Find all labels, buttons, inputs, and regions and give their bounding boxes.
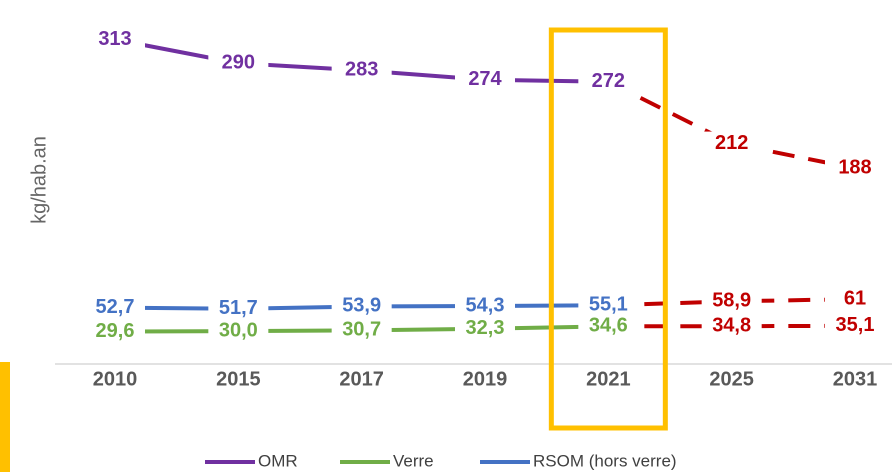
data-label: 34,6 bbox=[589, 315, 628, 337]
x-tick-label: 2021 bbox=[586, 368, 631, 390]
label-bg bbox=[208, 51, 269, 76]
highlight-box bbox=[548, 27, 668, 431]
label-bg bbox=[455, 316, 515, 341]
data-label: 54,3 bbox=[466, 294, 505, 316]
label-bg bbox=[825, 287, 885, 312]
data-label: 29,6 bbox=[96, 320, 135, 342]
data-label: 30,7 bbox=[342, 319, 381, 341]
data-label: 58,9 bbox=[712, 290, 751, 312]
label-bg bbox=[701, 289, 762, 314]
data-label: 34,8 bbox=[712, 314, 751, 336]
label-bg bbox=[331, 294, 392, 319]
data-label: 32,3 bbox=[466, 317, 505, 339]
forecast-line bbox=[607, 79, 856, 171]
legend-label: OMR bbox=[258, 451, 298, 470]
label-bg bbox=[331, 58, 392, 83]
data-label: 30,0 bbox=[219, 319, 258, 341]
label-bg bbox=[208, 296, 269, 321]
data-label: 313 bbox=[98, 28, 131, 50]
x-tick-label: 2025 bbox=[709, 368, 754, 390]
data-label: 53,9 bbox=[342, 295, 381, 317]
x-tick-label: 2031 bbox=[833, 368, 878, 390]
x-tick-label: 2015 bbox=[216, 368, 261, 390]
data-label: 283 bbox=[345, 59, 378, 81]
label-bg bbox=[208, 319, 269, 344]
data-label: 274 bbox=[468, 68, 502, 90]
label-bg bbox=[85, 319, 145, 344]
data-label: 35,1 bbox=[836, 314, 875, 336]
data-label: 52,7 bbox=[96, 296, 135, 318]
data-label: 51,7 bbox=[219, 297, 258, 319]
data-label: 61 bbox=[844, 287, 866, 309]
label-bg bbox=[578, 69, 639, 94]
legend-label: Verre bbox=[393, 451, 434, 470]
legend-label: RSOM (hors verre) bbox=[533, 451, 677, 470]
label-bg bbox=[825, 313, 885, 338]
x-tick-label: 2017 bbox=[339, 368, 384, 390]
label-bg bbox=[85, 27, 145, 52]
label-bg bbox=[578, 293, 639, 318]
data-label: 55,1 bbox=[589, 294, 628, 316]
x-tick-label: 2010 bbox=[93, 368, 138, 390]
data-label: 212 bbox=[715, 132, 748, 154]
label-bg bbox=[85, 295, 145, 320]
label-bg bbox=[578, 314, 639, 339]
label-bg bbox=[331, 318, 392, 343]
label-bg bbox=[701, 131, 762, 156]
data-label: 188 bbox=[838, 157, 871, 179]
label-bg bbox=[701, 314, 762, 339]
label-bg bbox=[455, 67, 515, 92]
data-label: 290 bbox=[222, 51, 255, 73]
x-tick-label: 2019 bbox=[463, 368, 508, 390]
y-axis-label: kg/hab.an bbox=[28, 136, 50, 224]
label-bg bbox=[455, 294, 515, 319]
side-accent bbox=[0, 362, 10, 472]
label-bg bbox=[825, 156, 885, 181]
data-label: 272 bbox=[592, 70, 625, 92]
